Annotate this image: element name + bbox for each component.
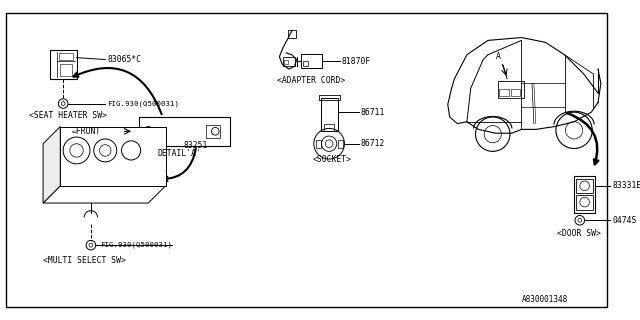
Text: 83331E: 83331E (612, 181, 640, 190)
Text: A: A (495, 52, 500, 61)
Polygon shape (43, 126, 60, 203)
Bar (139, 117, 230, 146)
Text: <MULTI SELECT SW>: <MULTI SELECT SW> (43, 256, 126, 265)
Bar (574, 176, 595, 212)
Bar (324, 124, 334, 131)
Text: <SOCKET>: <SOCKET> (313, 156, 352, 164)
Text: FIG.930(Q500031): FIG.930(Q500031) (100, 242, 172, 248)
Text: 83065*C: 83065*C (107, 55, 141, 64)
Bar (50, 50, 77, 79)
Text: 81870F: 81870F (342, 57, 371, 66)
Text: DETAIL'A': DETAIL'A' (158, 149, 202, 158)
Bar (303, 61, 308, 66)
Text: <SEAT HEATER SW>: <SEAT HEATER SW> (29, 110, 107, 120)
Text: 86711: 86711 (361, 108, 385, 117)
Bar (284, 57, 294, 66)
Bar (511, 89, 520, 96)
FancyArrowPatch shape (567, 113, 598, 164)
Bar (205, 124, 220, 138)
Bar (497, 81, 524, 98)
Bar (301, 54, 323, 68)
Text: FIG.930(Q500031): FIG.930(Q500031) (107, 100, 179, 107)
Bar (60, 64, 72, 76)
Bar (316, 140, 321, 148)
FancyArrowPatch shape (74, 68, 162, 114)
Bar (499, 89, 509, 96)
Bar (576, 179, 593, 194)
Text: A830001348: A830001348 (522, 294, 568, 303)
Bar (338, 140, 344, 148)
Text: 86712: 86712 (361, 139, 385, 148)
FancyArrowPatch shape (163, 148, 196, 181)
Text: <DOOR SW>: <DOOR SW> (557, 229, 601, 238)
Bar (284, 60, 288, 64)
Bar (321, 98, 338, 131)
Bar (60, 53, 73, 60)
Polygon shape (43, 186, 166, 203)
Polygon shape (60, 126, 166, 186)
Text: 83251: 83251 (184, 141, 208, 150)
Text: ⇐FRONT: ⇐FRONT (72, 127, 101, 136)
Bar (319, 95, 340, 100)
Text: 0474S: 0474S (612, 216, 637, 225)
Text: <ADAPTER CORD>: <ADAPTER CORD> (278, 76, 346, 85)
Bar (576, 196, 593, 210)
Bar (288, 30, 296, 37)
